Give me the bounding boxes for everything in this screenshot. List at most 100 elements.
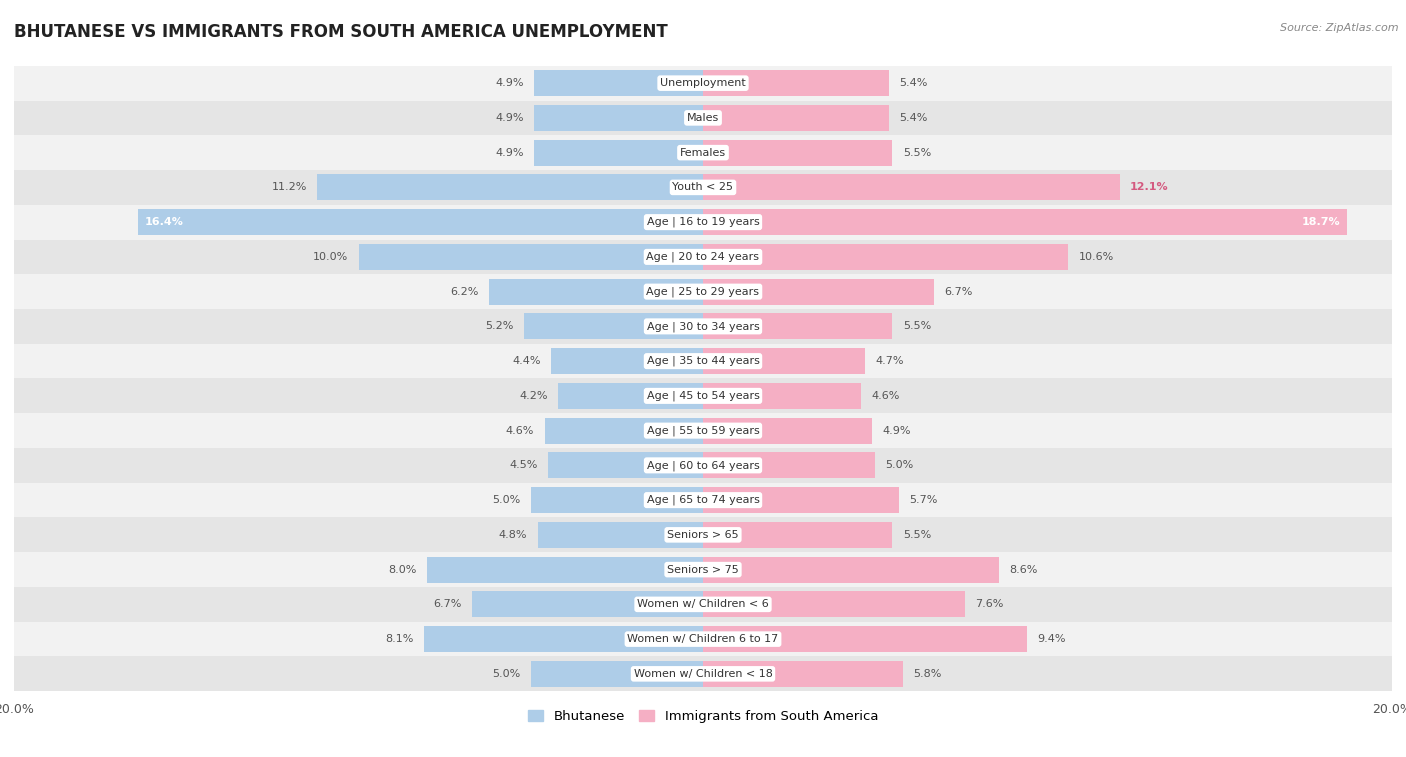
Bar: [14, 656, 1392, 691]
Bar: [531, 487, 703, 513]
Text: Males: Males: [688, 113, 718, 123]
Bar: [703, 70, 889, 96]
Text: 4.8%: 4.8%: [499, 530, 527, 540]
Text: Source: ZipAtlas.com: Source: ZipAtlas.com: [1281, 23, 1399, 33]
Text: Women w/ Children < 18: Women w/ Children < 18: [634, 669, 772, 679]
Bar: [14, 101, 1392, 136]
Text: 5.0%: 5.0%: [886, 460, 914, 470]
Bar: [14, 239, 1392, 274]
Text: 18.7%: 18.7%: [1302, 217, 1340, 227]
Text: 4.4%: 4.4%: [513, 356, 541, 366]
Text: Age | 60 to 64 years: Age | 60 to 64 years: [647, 460, 759, 471]
Bar: [703, 279, 934, 304]
Text: Age | 20 to 24 years: Age | 20 to 24 years: [647, 251, 759, 262]
Bar: [703, 661, 903, 687]
Bar: [14, 344, 1392, 378]
Bar: [544, 418, 703, 444]
Bar: [703, 591, 965, 618]
Bar: [14, 553, 1392, 587]
Text: 5.0%: 5.0%: [492, 495, 520, 505]
Bar: [703, 418, 872, 444]
Text: Youth < 25: Youth < 25: [672, 182, 734, 192]
Text: 6.2%: 6.2%: [451, 287, 479, 297]
Text: 4.6%: 4.6%: [872, 391, 900, 401]
Text: Age | 45 to 54 years: Age | 45 to 54 years: [647, 391, 759, 401]
Text: 4.9%: 4.9%: [882, 425, 911, 435]
Text: BHUTANESE VS IMMIGRANTS FROM SOUTH AMERICA UNEMPLOYMENT: BHUTANESE VS IMMIGRANTS FROM SOUTH AMERI…: [14, 23, 668, 41]
Text: 5.4%: 5.4%: [900, 78, 928, 88]
Bar: [14, 136, 1392, 170]
Text: Women w/ Children 6 to 17: Women w/ Children 6 to 17: [627, 634, 779, 644]
Bar: [534, 70, 703, 96]
Text: 4.9%: 4.9%: [495, 78, 524, 88]
Text: 4.9%: 4.9%: [495, 148, 524, 157]
Bar: [703, 348, 865, 374]
Bar: [359, 244, 703, 270]
Bar: [703, 383, 862, 409]
Text: 8.0%: 8.0%: [388, 565, 418, 575]
Bar: [558, 383, 703, 409]
Text: Age | 35 to 44 years: Age | 35 to 44 years: [647, 356, 759, 366]
Bar: [524, 313, 703, 339]
Bar: [537, 522, 703, 548]
Text: 5.5%: 5.5%: [903, 530, 931, 540]
Text: 5.5%: 5.5%: [903, 148, 931, 157]
Bar: [489, 279, 703, 304]
Text: 10.0%: 10.0%: [314, 252, 349, 262]
Bar: [472, 591, 703, 618]
Text: Age | 55 to 59 years: Age | 55 to 59 years: [647, 425, 759, 436]
Text: 11.2%: 11.2%: [271, 182, 307, 192]
Bar: [14, 413, 1392, 448]
Text: 16.4%: 16.4%: [145, 217, 184, 227]
Legend: Bhutanese, Immigrants from South America: Bhutanese, Immigrants from South America: [522, 705, 884, 728]
Text: 6.7%: 6.7%: [945, 287, 973, 297]
Bar: [551, 348, 703, 374]
Bar: [703, 522, 893, 548]
Text: 5.5%: 5.5%: [903, 322, 931, 332]
Bar: [14, 587, 1392, 621]
Bar: [548, 453, 703, 478]
Bar: [703, 626, 1026, 652]
Text: Females: Females: [681, 148, 725, 157]
Bar: [14, 518, 1392, 553]
Bar: [14, 621, 1392, 656]
Text: 8.1%: 8.1%: [385, 634, 413, 644]
Bar: [703, 487, 900, 513]
Bar: [318, 174, 703, 201]
Text: 4.2%: 4.2%: [519, 391, 548, 401]
Bar: [14, 483, 1392, 518]
Text: Seniors > 75: Seniors > 75: [666, 565, 740, 575]
Bar: [703, 174, 1119, 201]
Text: 5.0%: 5.0%: [492, 669, 520, 679]
Bar: [138, 209, 703, 235]
Text: 9.4%: 9.4%: [1038, 634, 1066, 644]
Text: Age | 30 to 34 years: Age | 30 to 34 years: [647, 321, 759, 332]
Text: 4.7%: 4.7%: [875, 356, 904, 366]
Text: 4.9%: 4.9%: [495, 113, 524, 123]
Text: 5.2%: 5.2%: [485, 322, 513, 332]
Bar: [703, 453, 875, 478]
Text: 5.8%: 5.8%: [912, 669, 942, 679]
Bar: [703, 139, 893, 166]
Text: 4.6%: 4.6%: [506, 425, 534, 435]
Text: Age | 16 to 19 years: Age | 16 to 19 years: [647, 217, 759, 227]
Text: 6.7%: 6.7%: [433, 600, 461, 609]
Bar: [14, 378, 1392, 413]
Bar: [14, 309, 1392, 344]
Bar: [703, 105, 889, 131]
Bar: [534, 139, 703, 166]
Text: 10.6%: 10.6%: [1078, 252, 1114, 262]
Bar: [14, 170, 1392, 204]
Bar: [531, 661, 703, 687]
Bar: [14, 204, 1392, 239]
Text: 7.6%: 7.6%: [976, 600, 1004, 609]
Bar: [703, 313, 893, 339]
Bar: [425, 626, 703, 652]
Bar: [14, 274, 1392, 309]
Text: Age | 65 to 74 years: Age | 65 to 74 years: [647, 495, 759, 506]
Text: Women w/ Children < 6: Women w/ Children < 6: [637, 600, 769, 609]
Bar: [534, 105, 703, 131]
Text: 5.7%: 5.7%: [910, 495, 938, 505]
Text: Unemployment: Unemployment: [661, 78, 745, 88]
Bar: [703, 244, 1069, 270]
